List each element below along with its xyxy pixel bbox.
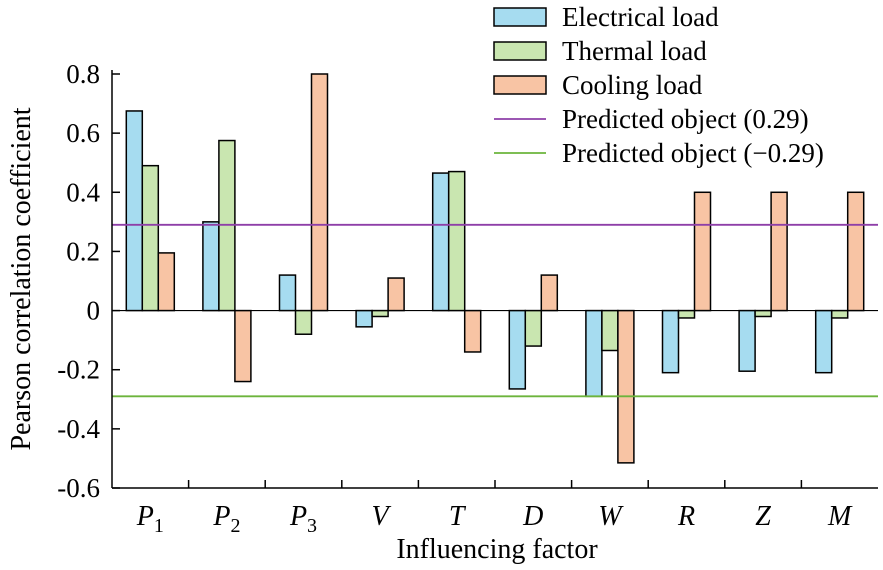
- y-tick-label: 0.8: [66, 59, 100, 89]
- legend-swatch: [493, 7, 547, 27]
- legend-swatch: [493, 75, 547, 95]
- y-tick-label: 0.4: [66, 177, 100, 207]
- x-tick-label: T: [449, 501, 467, 532]
- bar-electrical-load: [355, 309, 373, 328]
- x-tick-label: R: [677, 501, 695, 532]
- bar-cooling-load: [770, 191, 788, 312]
- y-axis-title: Pearson correlation coefficient: [6, 107, 37, 450]
- bar-thermal-load: [447, 170, 466, 312]
- x-axis-title: Influencing factor: [396, 534, 598, 565]
- legend-label: Predicted object (−0.29): [562, 138, 824, 168]
- x-tick-label: W: [598, 501, 624, 532]
- legend: Electrical load Thermal load Cooling load P…: [493, 2, 824, 168]
- bar-electrical-load: [661, 309, 680, 374]
- y-tick-label: 0.6: [66, 118, 100, 148]
- bar-thermal-load: [294, 309, 313, 335]
- y-tick-label: -0.2: [57, 355, 100, 385]
- legend-label: Predicted object (0.29): [562, 104, 809, 134]
- y-tick-label: -0.4: [57, 414, 100, 444]
- y-tick-label: 0.2: [66, 236, 100, 266]
- bar-cooling-load: [310, 73, 329, 312]
- legend-label: Cooling load: [562, 70, 703, 100]
- bar-cooling-load: [693, 191, 712, 312]
- y-tick-label: -0.6: [57, 473, 100, 503]
- legend-label: Thermal load: [562, 36, 707, 66]
- x-tick-label: V: [372, 501, 392, 532]
- bar-electrical-load: [278, 274, 297, 312]
- axes-group: 0.8 0.6 0.4 0.2 0 -0.2 -0.4 -0.6 P1 P2 P3 V T D W R Z M: [57, 59, 878, 537]
- bar-thermal-load: [601, 309, 619, 352]
- bars-group: [125, 73, 865, 464]
- bar-thermal-load: [677, 309, 696, 319]
- bar-thermal-load: [754, 309, 772, 318]
- x-tick-label: P1: [136, 501, 164, 537]
- x-tick-label: P3: [289, 501, 317, 537]
- bar-thermal-load: [371, 309, 389, 318]
- bar-electrical-load: [125, 110, 144, 312]
- x-tick-label: M: [827, 501, 853, 532]
- bar-electrical-load: [585, 309, 603, 398]
- bar-electrical-load: [814, 309, 833, 374]
- bar-electrical-load: [508, 309, 527, 390]
- bar-electrical-load: [738, 309, 756, 372]
- reference-lines-group: [112, 223, 878, 398]
- x-tick-label: D: [522, 501, 543, 532]
- legend-label: Electrical load: [562, 2, 719, 32]
- bar-cooling-load: [540, 274, 559, 312]
- bar-electrical-load: [202, 221, 220, 312]
- bar-electrical-load: [431, 172, 450, 312]
- bar-cooling-load: [846, 191, 865, 312]
- bar-thermal-load: [141, 164, 160, 312]
- bar-cooling-load: [387, 277, 405, 312]
- x-tick-label: P2: [212, 501, 240, 537]
- bar-thermal-load: [830, 309, 849, 319]
- bar-cooling-load: [617, 309, 635, 464]
- bar-cooling-load: [157, 252, 176, 312]
- bar-cooling-load: [234, 309, 252, 383]
- legend-swatch: [493, 41, 547, 61]
- bar-cooling-load: [463, 309, 482, 353]
- x-tick-label: Z: [755, 501, 771, 532]
- bar-thermal-load: [524, 309, 543, 347]
- y-tick-label: 0: [87, 296, 101, 326]
